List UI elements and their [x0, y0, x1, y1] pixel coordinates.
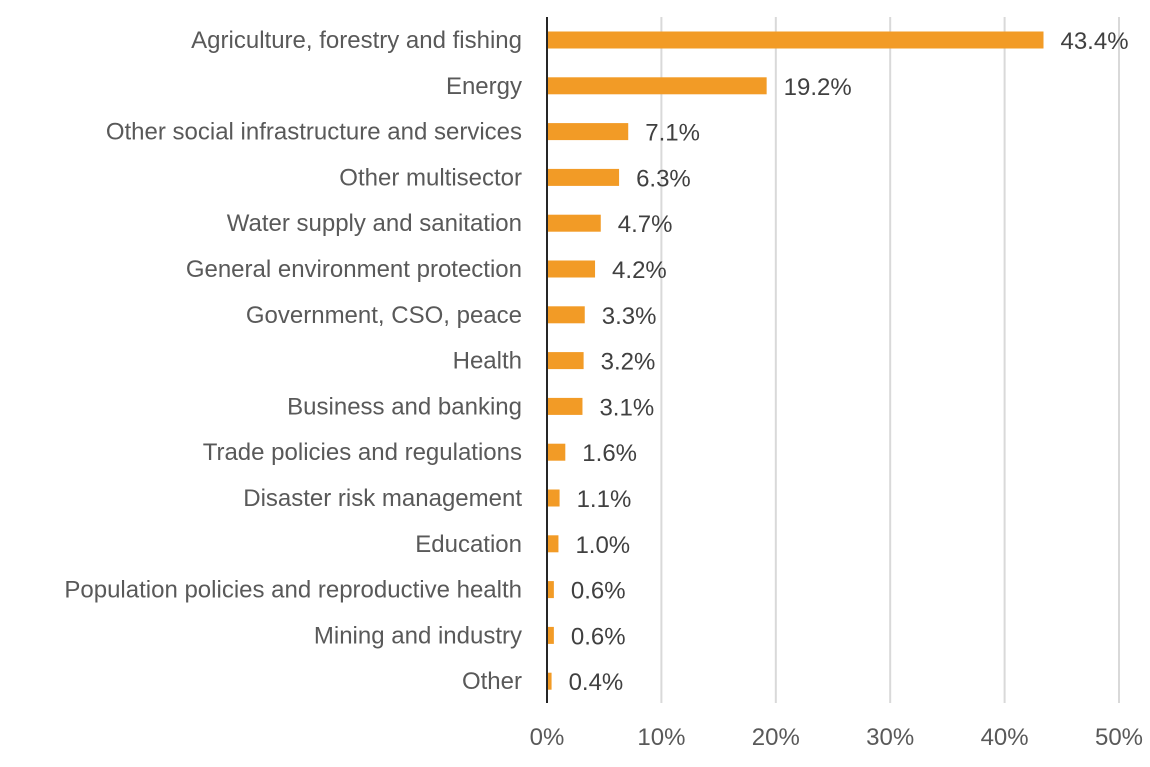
bar — [547, 214, 601, 232]
x-tick-label: 10% — [637, 724, 685, 751]
value-label: 0.6% — [571, 623, 626, 650]
value-label: 43.4% — [1060, 28, 1128, 55]
value-label: 1.1% — [577, 486, 632, 513]
category-label: Trade policies and regulations — [203, 439, 522, 466]
bar — [547, 443, 566, 461]
x-tick-label: 30% — [866, 724, 914, 751]
category-label: Government, CSO, peace — [246, 302, 522, 329]
bar — [547, 306, 585, 324]
category-label: Population policies and reproductive hea… — [64, 577, 522, 604]
value-label: 3.3% — [602, 303, 657, 330]
category-label: Other multisector — [339, 164, 522, 191]
category-label: Agriculture, forestry and fishing — [191, 27, 522, 54]
bar — [547, 397, 583, 415]
x-tick-label: 0% — [530, 724, 565, 751]
bars — [547, 31, 1044, 690]
value-label: 7.1% — [645, 120, 700, 147]
x-tick-label: 40% — [981, 724, 1029, 751]
x-tick-label: 50% — [1095, 724, 1143, 751]
value-label: 3.2% — [601, 349, 656, 376]
bar — [547, 489, 560, 507]
value-label: 6.3% — [636, 165, 691, 192]
category-label: Water supply and sanitation — [227, 210, 522, 237]
bar — [547, 31, 1044, 49]
bar — [547, 626, 554, 644]
labels: 0% 10% 20% 30% 40% 50% Agriculture, forestry a… — [64, 27, 1143, 751]
value-label: 0.4% — [569, 669, 624, 696]
category-label: Other social infrastructure and services — [106, 119, 522, 146]
bar — [547, 581, 554, 599]
bar — [547, 123, 629, 141]
value-label: 19.2% — [784, 74, 852, 101]
bar — [547, 77, 767, 95]
bar — [547, 535, 559, 553]
category-label: Education — [415, 531, 522, 558]
bar — [547, 168, 620, 186]
value-label: 1.6% — [582, 440, 637, 467]
x-tick-label: 20% — [752, 724, 800, 751]
gridlines — [660, 17, 1120, 703]
category-label: Other — [462, 668, 522, 695]
value-label: 3.1% — [599, 394, 654, 421]
category-label: General environment protection — [186, 256, 522, 283]
category-label: Mining and industry — [314, 622, 522, 649]
value-label: 4.2% — [612, 257, 667, 284]
category-label: Disaster risk management — [243, 485, 522, 512]
category-label: Energy — [446, 73, 522, 100]
value-label: 4.7% — [618, 211, 673, 238]
bar — [547, 260, 596, 278]
bar — [547, 672, 552, 690]
bar — [547, 352, 584, 370]
value-label: 0.6% — [571, 578, 626, 605]
category-label: Health — [453, 348, 522, 375]
value-label: 1.0% — [575, 532, 630, 559]
category-label: Business and banking — [287, 393, 522, 420]
